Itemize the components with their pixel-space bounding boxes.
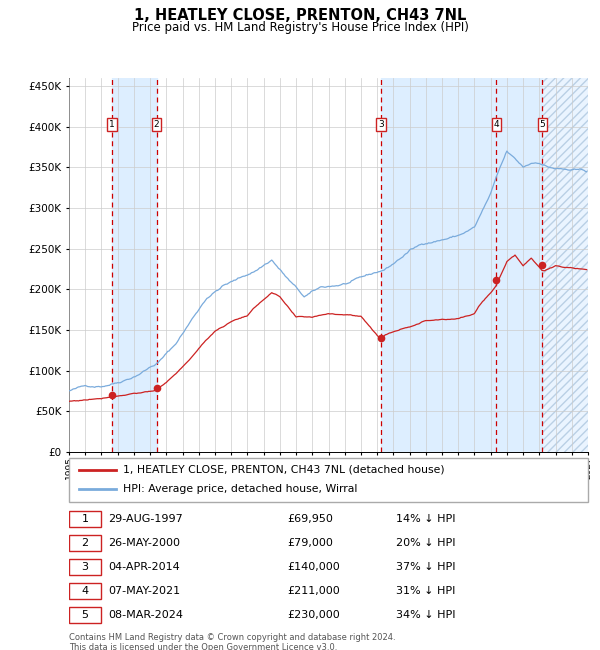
Text: 08-MAR-2024: 08-MAR-2024 [108, 610, 183, 620]
Text: 4: 4 [82, 586, 89, 596]
Text: 34% ↓ HPI: 34% ↓ HPI [396, 610, 455, 620]
Text: 31% ↓ HPI: 31% ↓ HPI [396, 586, 455, 596]
FancyBboxPatch shape [69, 583, 101, 599]
Text: 2: 2 [154, 120, 160, 129]
Text: 20% ↓ HPI: 20% ↓ HPI [396, 538, 455, 548]
Bar [496, 78, 542, 452]
FancyBboxPatch shape [69, 535, 101, 551]
Bar [112, 78, 157, 452]
Text: 3: 3 [379, 120, 384, 129]
Text: 14% ↓ HPI: 14% ↓ HPI [396, 514, 455, 524]
FancyBboxPatch shape [69, 559, 101, 575]
Text: £230,000: £230,000 [287, 610, 340, 620]
Text: 1, HEATLEY CLOSE, PRENTON, CH43 7NL: 1, HEATLEY CLOSE, PRENTON, CH43 7NL [134, 8, 466, 23]
Text: 37% ↓ HPI: 37% ↓ HPI [396, 562, 455, 572]
Bar [381, 78, 496, 452]
Text: 26-MAY-2000: 26-MAY-2000 [108, 538, 180, 548]
FancyBboxPatch shape [69, 511, 101, 527]
Text: 5: 5 [539, 120, 545, 129]
Text: 3: 3 [82, 562, 89, 572]
Text: 04-APR-2014: 04-APR-2014 [108, 562, 179, 572]
Text: 29-AUG-1997: 29-AUG-1997 [108, 514, 182, 524]
Text: £69,950: £69,950 [287, 514, 333, 524]
Text: Contains HM Land Registry data © Crown copyright and database right 2024.: Contains HM Land Registry data © Crown c… [69, 633, 395, 642]
Text: 1, HEATLEY CLOSE, PRENTON, CH43 7NL (detached house): 1, HEATLEY CLOSE, PRENTON, CH43 7NL (det… [124, 465, 445, 475]
Text: £140,000: £140,000 [287, 562, 340, 572]
Text: 2: 2 [82, 538, 89, 548]
FancyBboxPatch shape [69, 607, 101, 623]
FancyBboxPatch shape [69, 458, 588, 502]
Text: 4: 4 [494, 120, 499, 129]
Text: 5: 5 [82, 610, 89, 620]
Bar [542, 78, 588, 452]
Text: 1: 1 [109, 120, 115, 129]
Text: 07-MAY-2021: 07-MAY-2021 [108, 586, 180, 596]
Text: HPI: Average price, detached house, Wirral: HPI: Average price, detached house, Wirr… [124, 484, 358, 495]
Text: This data is licensed under the Open Government Licence v3.0.: This data is licensed under the Open Gov… [69, 644, 337, 650]
Text: 1: 1 [82, 514, 89, 524]
Text: Price paid vs. HM Land Registry's House Price Index (HPI): Price paid vs. HM Land Registry's House … [131, 21, 469, 34]
Text: £79,000: £79,000 [287, 538, 333, 548]
Text: £211,000: £211,000 [287, 586, 340, 596]
